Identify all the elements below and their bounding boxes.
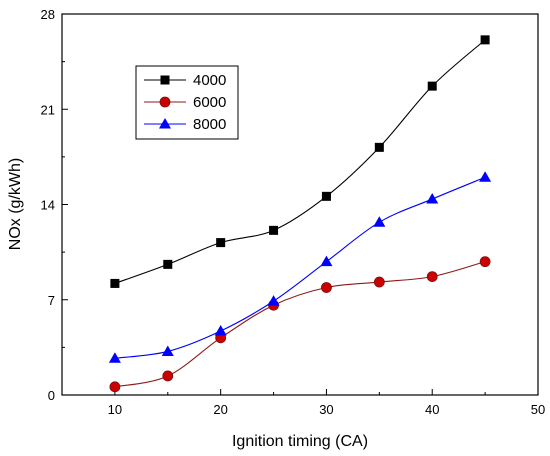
y-axis-title: NOx (g/kWh): [7, 158, 24, 250]
data-point-6000: [109, 381, 121, 393]
legend-label: 6000: [193, 94, 226, 111]
y-tick-label: 0: [48, 388, 55, 403]
data-point-4000: [480, 35, 490, 45]
x-tick-label: 10: [108, 402, 122, 417]
data-point-4000: [374, 142, 384, 152]
y-tick-label: 21: [41, 102, 55, 117]
y-tick-label: 7: [48, 293, 55, 308]
data-point-8000: [426, 193, 439, 204]
data-point-8000: [320, 255, 333, 267]
data-point-4000: [321, 191, 331, 201]
legend-label: 8000: [193, 116, 226, 133]
plot-frame: [61, 13, 539, 396]
legend-marker: [159, 118, 171, 129]
x-tick-label: 50: [531, 402, 545, 417]
data-point-8000: [161, 345, 174, 356]
data-point-6000: [162, 370, 174, 382]
data-point-4000: [110, 278, 120, 288]
legend-label: 4000: [193, 72, 226, 89]
data-point-8000: [108, 352, 121, 363]
series-line-6000: [114, 261, 486, 388]
legend-marker: [159, 96, 171, 108]
y-tick-label: 14: [41, 198, 55, 213]
x-tick-label: 30: [319, 402, 333, 417]
series-group: [108, 35, 492, 393]
axis-ticks: 10 20 30 40 50 0 7 14 21 28: [41, 7, 546, 417]
x-tick-label: 40: [425, 402, 439, 417]
data-point-4000: [427, 81, 437, 91]
x-axis-title: Ignition timing (CA): [232, 433, 368, 450]
data-point-4000: [216, 238, 226, 248]
x-tick-label: 20: [213, 402, 227, 417]
data-point-6000: [321, 282, 332, 293]
data-point-6000: [373, 276, 385, 288]
data-point-8000: [267, 295, 280, 306]
data-point-4000: [269, 225, 279, 235]
legend-marker: [160, 75, 170, 85]
data-point-8000: [479, 171, 492, 182]
y-tick-label: 28: [41, 7, 55, 22]
data-point-6000: [479, 256, 491, 268]
series-line-8000: [114, 176, 486, 359]
data-point-6000: [426, 271, 438, 283]
data-point-8000: [373, 216, 386, 227]
data-point-4000: [163, 259, 173, 269]
data-point-8000: [214, 325, 227, 336]
legend: 4000 6000 8000: [135, 65, 239, 140]
